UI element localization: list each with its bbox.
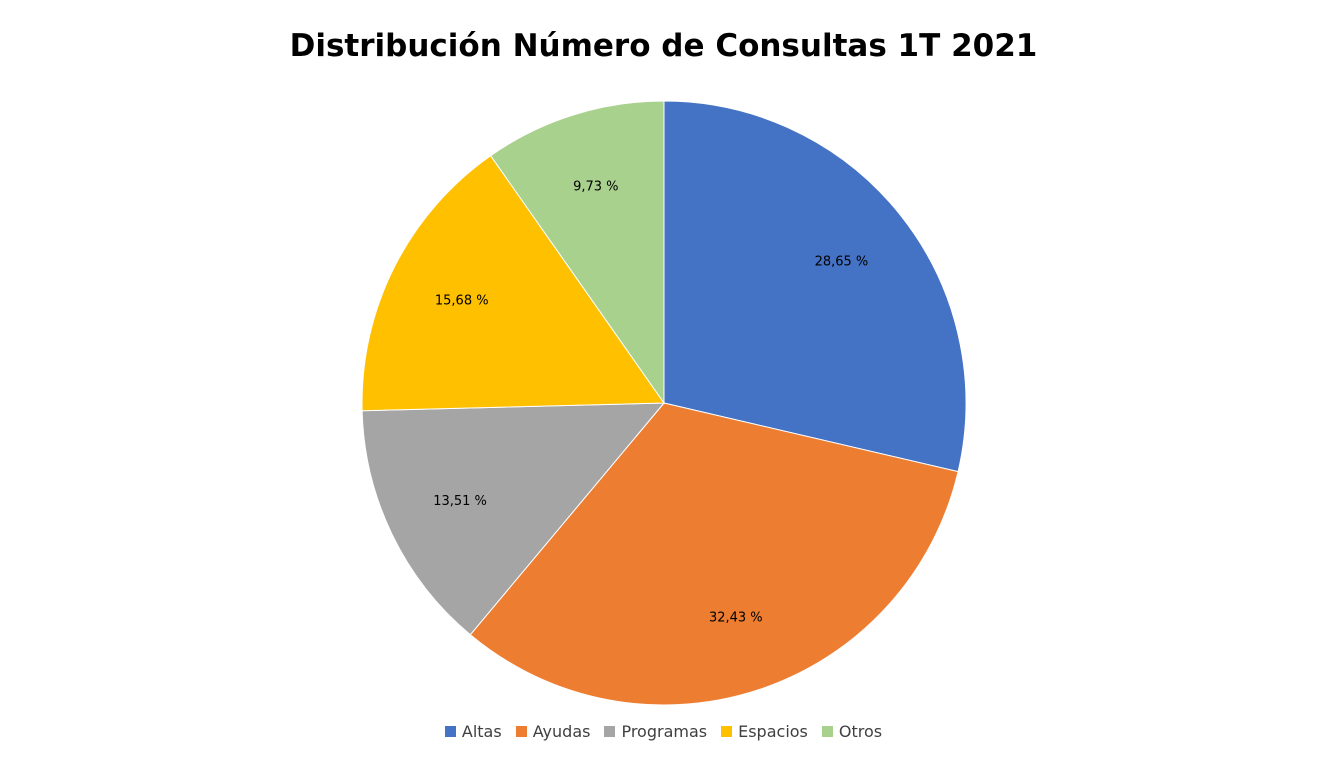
legend-swatch-ayudas	[515, 726, 527, 737]
data-label-altas: 28,65 %	[815, 255, 869, 270]
legend-item-programas: Programas	[604, 722, 707, 741]
data-label-ayudas: 32,43 %	[709, 610, 763, 625]
legend-swatch-otros	[821, 726, 833, 737]
legend-swatch-altas	[444, 726, 456, 737]
legend-item-espacios: Espacios	[721, 722, 808, 741]
legend: Altas Ayudas Programas Espacios Otros	[0, 722, 1327, 741]
legend-label-programas: Programas	[621, 722, 708, 741]
legend-swatch-programas	[604, 726, 616, 737]
legend-label-otros: Otros	[838, 722, 883, 741]
data-label-espacios: 15,68 %	[435, 294, 489, 309]
pie-slice-espacios	[361, 155, 665, 412]
pie-slice-altas	[663, 100, 967, 473]
legend-item-otros: Otros	[821, 722, 883, 741]
pie-slice-otros	[489, 100, 665, 405]
legend-swatch-espacios	[721, 726, 733, 737]
legend-item-altas: Altas	[444, 722, 502, 741]
chart-title: Distribución Número de Consultas 1T 2021	[289, 28, 1038, 64]
pie-slice-ayudas	[469, 402, 959, 706]
legend-label-espacios: Espacios	[738, 722, 808, 741]
legend-label-altas: Altas	[461, 722, 502, 741]
data-label-programas: 13,51 %	[433, 494, 487, 509]
pie-slice-programas	[361, 402, 666, 636]
data-label-otros: 9,73 %	[573, 180, 618, 195]
legend-label-ayudas: Ayudas	[532, 722, 591, 741]
legend-item-ayudas: Ayudas	[515, 722, 591, 741]
